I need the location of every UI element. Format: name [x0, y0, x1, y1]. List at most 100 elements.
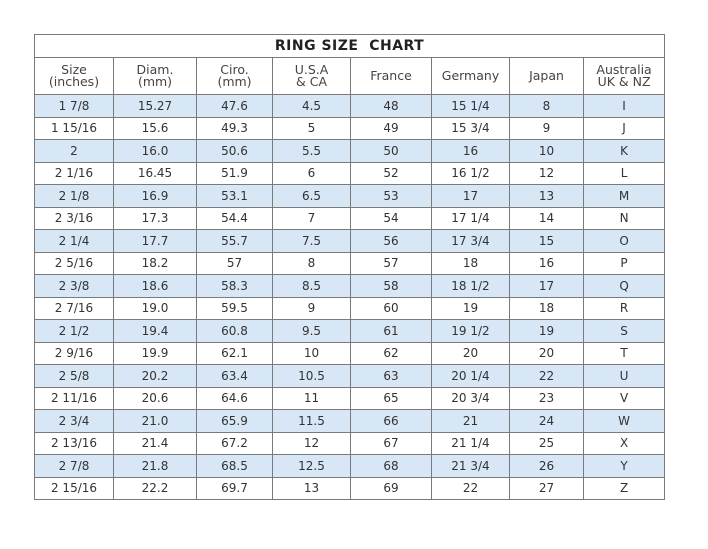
- cell-japan: 18: [509, 296, 584, 320]
- column-header-usa-ca: U.S.A & CA: [272, 57, 351, 95]
- cell-germany: 19 1/2: [431, 319, 510, 343]
- cell-size-inches: 2 5/8: [34, 364, 114, 388]
- cell-japan: 12: [509, 161, 584, 185]
- cell-germany: 15 1/4: [431, 94, 510, 118]
- cell-size-inches: 1 7/8: [34, 94, 114, 118]
- cell-australia-uk-nz: K: [582, 139, 666, 163]
- cell-circumference-mm: 67.2: [196, 431, 273, 455]
- cell-circumference-mm: 69.7: [196, 476, 273, 500]
- cell-japan: 9: [509, 116, 584, 140]
- header-line: Japan: [529, 68, 564, 83]
- header-line: France: [370, 68, 412, 83]
- cell-japan: 22: [509, 364, 584, 388]
- cell-usa-ca: 13: [272, 476, 351, 500]
- cell-australia-uk-nz: Z: [582, 476, 666, 500]
- cell-diameter-mm: 21.4: [113, 431, 197, 455]
- cell-circumference-mm: 51.9: [196, 161, 273, 185]
- column-header-france: France: [350, 57, 432, 95]
- header-row: Size (inches) Diam. (mm) Ciro. (mm) U.S.A & CA F…: [34, 57, 666, 95]
- cell-diameter-mm: 19.9: [113, 341, 197, 365]
- cell-france: 53: [350, 184, 432, 208]
- cell-france: 61: [350, 319, 432, 343]
- column-header-australia-uk-nz: Australia UK & NZ: [582, 57, 666, 95]
- column-header-diameter-mm: Diam. (mm): [113, 57, 197, 95]
- cell-circumference-mm: 49.3: [196, 116, 273, 140]
- cell-circumference-mm: 60.8: [196, 319, 273, 343]
- cell-diameter-mm: 17.7: [113, 229, 197, 253]
- cell-australia-uk-nz: T: [582, 341, 666, 365]
- cell-france: 57: [350, 251, 432, 275]
- header-line: (mm): [137, 74, 173, 89]
- cell-usa-ca: 5.5: [272, 139, 351, 163]
- cell-usa-ca: 9: [272, 296, 351, 320]
- header-line: & CA: [296, 74, 327, 89]
- cell-france: 58: [350, 274, 432, 298]
- table-row: 2 3/4 21.0 65.9 11.5 66 21 24 W: [34, 409, 666, 433]
- cell-size-inches: 2 5/16: [34, 251, 114, 275]
- cell-circumference-mm: 62.1: [196, 341, 273, 365]
- cell-france: 54: [350, 206, 432, 230]
- cell-circumference-mm: 53.1: [196, 184, 273, 208]
- cell-japan: 14: [509, 206, 584, 230]
- cell-usa-ca: 7.5: [272, 229, 351, 253]
- cell-germany: 19: [431, 296, 510, 320]
- cell-size-inches: 2 3/16: [34, 206, 114, 230]
- cell-diameter-mm: 20.6: [113, 386, 197, 410]
- table-row: 2 5/16 18.2 57 8 57 18 16 P: [34, 251, 666, 275]
- cell-germany: 20: [431, 341, 510, 365]
- cell-circumference-mm: 59.5: [196, 296, 273, 320]
- cell-germany: 20 3/4: [431, 386, 510, 410]
- cell-japan: 27: [509, 476, 584, 500]
- cell-japan: 13: [509, 184, 584, 208]
- cell-japan: 16: [509, 251, 584, 275]
- cell-australia-uk-nz: P: [582, 251, 666, 275]
- cell-circumference-mm: 47.6: [196, 94, 273, 118]
- cell-size-inches: 1 15/16: [34, 116, 114, 140]
- header-line: Germany: [441, 68, 500, 83]
- cell-france: 48: [350, 94, 432, 118]
- cell-australia-uk-nz: W: [582, 409, 666, 433]
- cell-usa-ca: 6: [272, 161, 351, 185]
- chart-title: RING SIZE CHART: [33, 34, 666, 58]
- cell-diameter-mm: 15.27: [113, 94, 197, 118]
- header-line: U.S.A: [294, 62, 329, 77]
- cell-usa-ca: 4.5: [272, 94, 351, 118]
- cell-germany: 18 1/2: [431, 274, 510, 298]
- cell-diameter-mm: 18.6: [113, 274, 197, 298]
- cell-usa-ca: 11.5: [272, 409, 351, 433]
- table-row: 2 15/16 22.2 69.7 13 69 22 27 Z: [34, 476, 666, 500]
- cell-germany: 16: [431, 139, 510, 163]
- cell-diameter-mm: 16.9: [113, 184, 197, 208]
- column-header-circumference-mm: Ciro. (mm): [196, 57, 273, 95]
- table-row: 2 1/8 16.9 53.1 6.5 53 17 13 M: [34, 184, 666, 208]
- table-row: 2 9/16 19.9 62.1 10 62 20 20 T: [34, 341, 666, 365]
- cell-size-inches: 2 15/16: [34, 476, 114, 500]
- cell-circumference-mm: 55.7: [196, 229, 273, 253]
- cell-france: 62: [350, 341, 432, 365]
- table-row: 2 1/2 19.4 60.8 9.5 61 19 1/2 19 S: [34, 319, 666, 343]
- cell-france: 56: [350, 229, 432, 253]
- table-body: 1 7/8 15.27 47.6 4.5 48 15 1/4 8 I 1 15/16 15.6 49…: [34, 94, 666, 500]
- cell-germany: 22: [431, 476, 510, 500]
- cell-japan: 17: [509, 274, 584, 298]
- table-row: 2 5/8 20.2 63.4 10.5 63 20 1/4 22 U: [34, 364, 666, 388]
- cell-france: 50: [350, 139, 432, 163]
- cell-size-inches: 2 1/4: [34, 229, 114, 253]
- cell-france: 69: [350, 476, 432, 500]
- cell-circumference-mm: 68.5: [196, 454, 273, 478]
- cell-diameter-mm: 17.3: [113, 206, 197, 230]
- header-line: (inches): [48, 74, 100, 89]
- cell-size-inches: 2 9/16: [34, 341, 114, 365]
- cell-france: 60: [350, 296, 432, 320]
- cell-australia-uk-nz: I: [582, 94, 666, 118]
- column-header-size-inches: Size (inches): [34, 57, 114, 95]
- cell-usa-ca: 9.5: [272, 319, 351, 343]
- cell-germany: 17 1/4: [431, 206, 510, 230]
- cell-diameter-mm: 21.8: [113, 454, 197, 478]
- cell-usa-ca: 10.5: [272, 364, 351, 388]
- cell-usa-ca: 5: [272, 116, 351, 140]
- cell-diameter-mm: 18.2: [113, 251, 197, 275]
- cell-size-inches: 2 7/8: [34, 454, 114, 478]
- cell-germany: 16 1/2: [431, 161, 510, 185]
- cell-diameter-mm: 20.2: [113, 364, 197, 388]
